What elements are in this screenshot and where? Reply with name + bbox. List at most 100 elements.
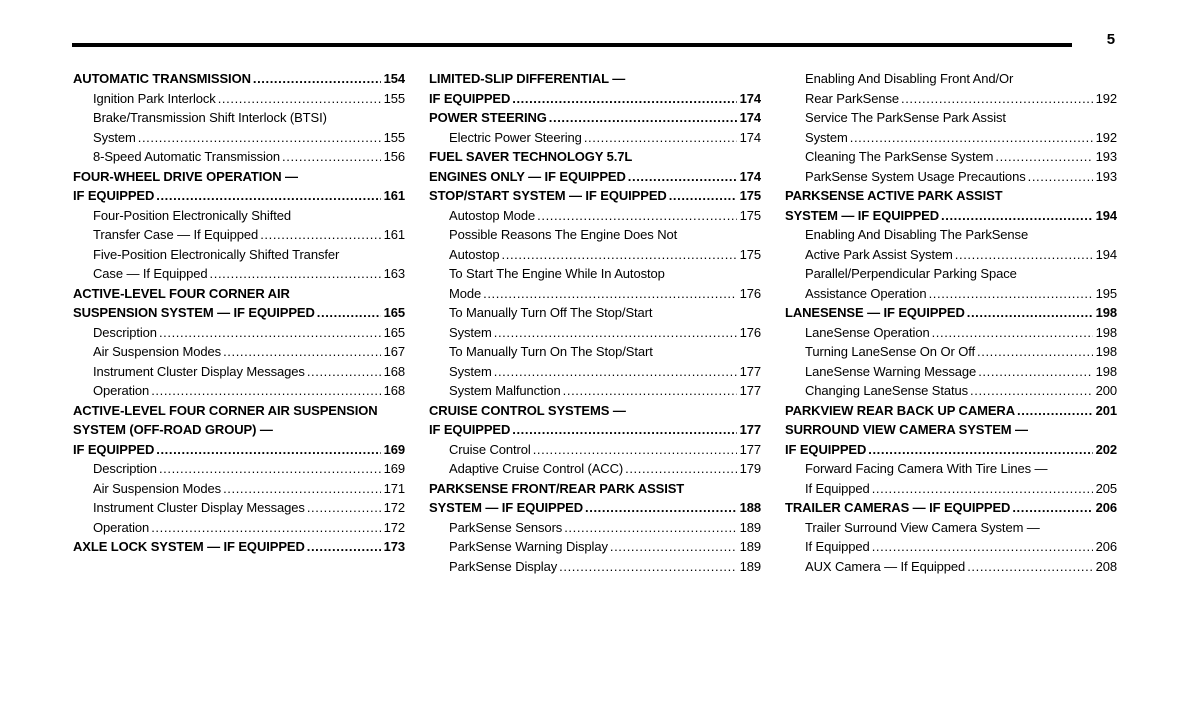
toc-entry: LANESENSE — IF EQUIPPED 198 bbox=[785, 303, 1117, 323]
dot-leader bbox=[502, 245, 737, 265]
dot-leader bbox=[967, 557, 1092, 577]
dot-leader bbox=[941, 206, 1093, 226]
toc-page-ref: 189 bbox=[739, 519, 761, 535]
dot-leader bbox=[872, 537, 1093, 557]
toc-entry: ACTIVE-LEVEL FOUR CORNER AIR bbox=[73, 284, 405, 304]
toc-entry: System 176 bbox=[429, 323, 761, 343]
toc-page-ref: 175 bbox=[739, 207, 761, 223]
toc-entry-title: Description bbox=[93, 324, 157, 340]
toc-entry-title: AXLE LOCK SYSTEM — IF EQUIPPED bbox=[73, 539, 305, 554]
toc-page-ref: 177 bbox=[739, 422, 761, 437]
toc-page-ref: 155 bbox=[383, 129, 405, 145]
toc-entry-title: Turning LaneSense On Or Off bbox=[805, 344, 976, 359]
toc-entry-title: ParkSense Display bbox=[449, 558, 558, 574]
dot-leader bbox=[929, 284, 1093, 304]
toc-entry-title: ParkSense Sensors bbox=[449, 519, 563, 535]
toc-page-ref: 205 bbox=[1095, 480, 1117, 496]
toc-entry: LaneSense Warning Message 198 bbox=[785, 362, 1117, 382]
toc-entry-title: System bbox=[449, 324, 492, 340]
toc-entry-title: Service The ParkSense Park Assist bbox=[805, 110, 1006, 125]
dot-leader bbox=[151, 381, 380, 401]
toc-page-ref: 173 bbox=[383, 539, 405, 554]
toc-page-ref: 156 bbox=[383, 149, 405, 164]
toc-page-ref: 206 bbox=[1095, 500, 1117, 515]
toc-page-ref: 172 bbox=[383, 519, 405, 535]
toc-entry-title: PARKSENSE ACTIVE PARK ASSIST bbox=[785, 188, 1003, 203]
toc-entry-title: IF EQUIPPED bbox=[429, 90, 511, 106]
toc-entry: Autostop Mode 175 bbox=[429, 206, 761, 226]
dot-leader bbox=[610, 537, 737, 557]
toc-entry-title: Case — If Equipped bbox=[93, 266, 208, 281]
toc-page-ref: 189 bbox=[739, 558, 761, 574]
toc-entry-title: Instrument Cluster Display Messages bbox=[93, 363, 305, 379]
toc-entry: ParkSense Display 189 bbox=[429, 557, 761, 577]
toc-entry: Cleaning The ParkSense System 193 bbox=[785, 147, 1117, 167]
toc-entry-title: System bbox=[93, 129, 136, 145]
dot-leader bbox=[260, 225, 380, 245]
toc-entry: System Malfunction 177 bbox=[429, 381, 761, 401]
dot-leader bbox=[669, 186, 737, 206]
toc-page-ref: 163 bbox=[383, 266, 405, 281]
toc-entry-title: Air Suspension Modes bbox=[93, 480, 222, 496]
toc-entry: Operation 172 bbox=[73, 518, 405, 538]
toc-entry: Active Park Assist System 194 bbox=[785, 245, 1117, 265]
dot-leader bbox=[223, 479, 381, 499]
toc-entry: Rear ParkSense 192 bbox=[785, 89, 1117, 109]
toc-entry: To Manually Turn Off The Stop/Start bbox=[429, 303, 761, 323]
page-number: 5 bbox=[1106, 31, 1116, 48]
toc-entry-title: LIMITED-SLIP DIFFERENTIAL — bbox=[429, 71, 626, 86]
toc-entry-title: Cruise Control bbox=[449, 441, 531, 457]
dot-leader bbox=[1017, 401, 1093, 421]
toc-entry: Turning LaneSense On Or Off 198 bbox=[785, 342, 1117, 362]
toc-entry: Trailer Surround View Camera System — bbox=[785, 518, 1117, 538]
toc-entry-title: SYSTEM — IF EQUIPPED bbox=[785, 207, 940, 223]
toc-entry: ACTIVE-LEVEL FOUR CORNER AIR SUSPENSION bbox=[73, 401, 405, 421]
dot-leader bbox=[483, 284, 736, 304]
toc-page-ref: 176 bbox=[739, 324, 761, 340]
toc-page-ref: 188 bbox=[739, 500, 761, 515]
toc-entry: SUSPENSION SYSTEM — IF EQUIPPED 165 bbox=[73, 303, 405, 323]
toc-page-ref: 177 bbox=[739, 383, 761, 398]
dot-leader bbox=[223, 342, 381, 362]
dot-leader bbox=[549, 108, 737, 128]
toc-entry-title: STOP/START SYSTEM — IF EQUIPPED bbox=[429, 188, 667, 203]
toc-entry-title: FUEL SAVER TECHNOLOGY 5.7L bbox=[429, 149, 633, 164]
toc-entry: SYSTEM (OFF-ROAD GROUP) — bbox=[73, 420, 405, 440]
toc-entry-title: ACTIVE-LEVEL FOUR CORNER AIR bbox=[73, 285, 290, 301]
toc-page-ref: 155 bbox=[383, 90, 405, 106]
dot-leader bbox=[564, 518, 736, 538]
toc-entry-title: Autostop bbox=[449, 246, 500, 262]
toc-entry-title: PARKVIEW REAR BACK UP CAMERA bbox=[785, 402, 1016, 418]
toc-page-ref: 193 bbox=[1095, 168, 1117, 184]
toc-entry-title: 8-Speed Automatic Transmission bbox=[93, 149, 281, 164]
toc-page-ref: 174 bbox=[739, 129, 761, 145]
dot-leader bbox=[955, 245, 1093, 265]
toc-column-3: Enabling And Disabling Front And/Or Rear … bbox=[785, 69, 1117, 576]
toc-entry: Four-Position Electronically Shifted bbox=[73, 206, 405, 226]
dot-leader bbox=[901, 89, 1093, 109]
toc-page-ref: 165 bbox=[383, 324, 405, 340]
toc-entry: ParkSense Sensors 189 bbox=[429, 518, 761, 538]
toc-entry: Instrument Cluster Display Messages 168 bbox=[73, 362, 405, 382]
toc-page-ref: 168 bbox=[383, 383, 405, 398]
toc-entry-title: ParkSense System Usage Precautions bbox=[805, 168, 1026, 184]
toc-page-ref: 167 bbox=[383, 344, 405, 359]
toc-entry: AUTOMATIC TRANSMISSION 154 bbox=[73, 69, 405, 89]
toc-page-ref: 208 bbox=[1095, 558, 1117, 574]
toc-entry-title: Cleaning The ParkSense System bbox=[805, 149, 994, 164]
toc-page-ref: 200 bbox=[1095, 383, 1117, 398]
toc-entry: If Equipped 206 bbox=[785, 537, 1117, 557]
dot-leader bbox=[625, 459, 737, 479]
toc-entry: Operation 168 bbox=[73, 381, 405, 401]
toc-entry: To Start The Engine While In Autostop bbox=[429, 264, 761, 284]
toc-column-1: AUTOMATIC TRANSMISSION 154 Ignition Park I… bbox=[73, 69, 405, 576]
dot-leader bbox=[533, 440, 737, 460]
toc-entry: SYSTEM — IF EQUIPPED 188 bbox=[429, 498, 761, 518]
toc-entry: Service The ParkSense Park Assist bbox=[785, 108, 1117, 128]
toc-entry-title: Enabling And Disabling The ParkSense bbox=[805, 227, 1029, 242]
header-rule bbox=[72, 43, 1072, 47]
toc-entry-title: System bbox=[449, 363, 492, 379]
dot-leader bbox=[159, 459, 381, 479]
toc-page-ref: 206 bbox=[1095, 539, 1117, 554]
